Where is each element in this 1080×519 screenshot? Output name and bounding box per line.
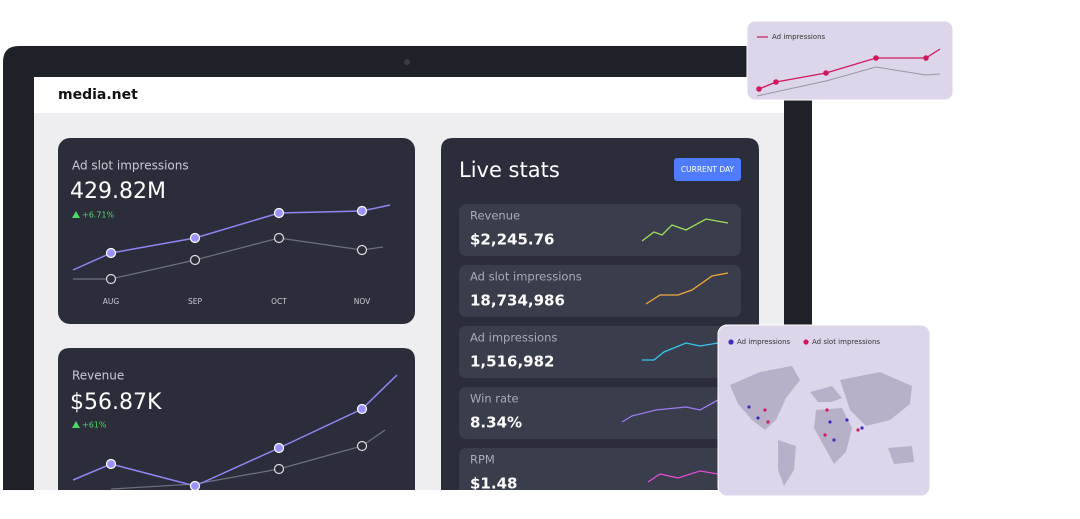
world-map (730, 366, 914, 486)
camera (404, 59, 410, 65)
stat-row (459, 448, 741, 490)
metric-card (58, 348, 415, 490)
trend-points (105, 403, 368, 492)
trend-points (105, 205, 368, 259)
stat-value: 8.34% (470, 414, 522, 432)
header-bar (34, 77, 784, 113)
stat-row (459, 387, 741, 439)
stat-label: Ad slot impressions (470, 270, 582, 284)
legend-dot (803, 339, 809, 345)
up-arrow (72, 421, 80, 428)
sparkline (642, 342, 719, 361)
trend-line (72, 374, 398, 487)
logo: media.net (58, 87, 138, 103)
current-day-button[interactable] (674, 158, 741, 181)
month-label: SEP (188, 297, 202, 306)
card-value: 429.82M (70, 179, 166, 204)
button-label[interactable]: CURRENT DAY (681, 165, 735, 174)
stat-value: $1.48 (470, 475, 517, 493)
stat-value: 18,734,986 (470, 292, 565, 310)
card-title: Ad slot impressions (72, 159, 189, 173)
compare-points (105, 232, 368, 285)
stat-label: Revenue (470, 209, 520, 223)
legend-label: Ad impressions (772, 33, 826, 41)
month-label: NOV (354, 297, 371, 306)
card-change: +6.71% (82, 211, 115, 220)
stat-label: RPM (470, 453, 495, 467)
trend-points (756, 55, 929, 92)
legend-label: Ad impressions (737, 338, 791, 346)
popup-card (746, 20, 954, 101)
stat-value: $2,245.76 (470, 231, 554, 249)
stat-row (459, 265, 741, 317)
legend-dot (728, 339, 734, 345)
metric-card (58, 138, 415, 324)
stat-label: Ad impressions (470, 331, 557, 345)
compare-line (756, 66, 941, 97)
compare-points (273, 440, 368, 475)
card-title: Revenue (72, 369, 124, 383)
month-label: AUG (103, 297, 120, 306)
month-label: OCT (271, 297, 287, 306)
stat-label: Win rate (470, 392, 519, 406)
map-points (747, 405, 864, 442)
stat-value: 1,516,982 (470, 353, 554, 371)
card-value: $56.87K (70, 390, 162, 415)
panel-title: Live stats (459, 158, 560, 182)
sparkline (645, 272, 729, 305)
legend-label: Ad slot impressions (812, 338, 880, 346)
stat-row (459, 326, 741, 378)
card-change: +61% (82, 421, 107, 430)
sparkline (647, 470, 719, 483)
stat-row (459, 204, 741, 256)
sparkline (641, 218, 729, 242)
up-arrow (72, 211, 80, 218)
sparkline (621, 399, 719, 423)
